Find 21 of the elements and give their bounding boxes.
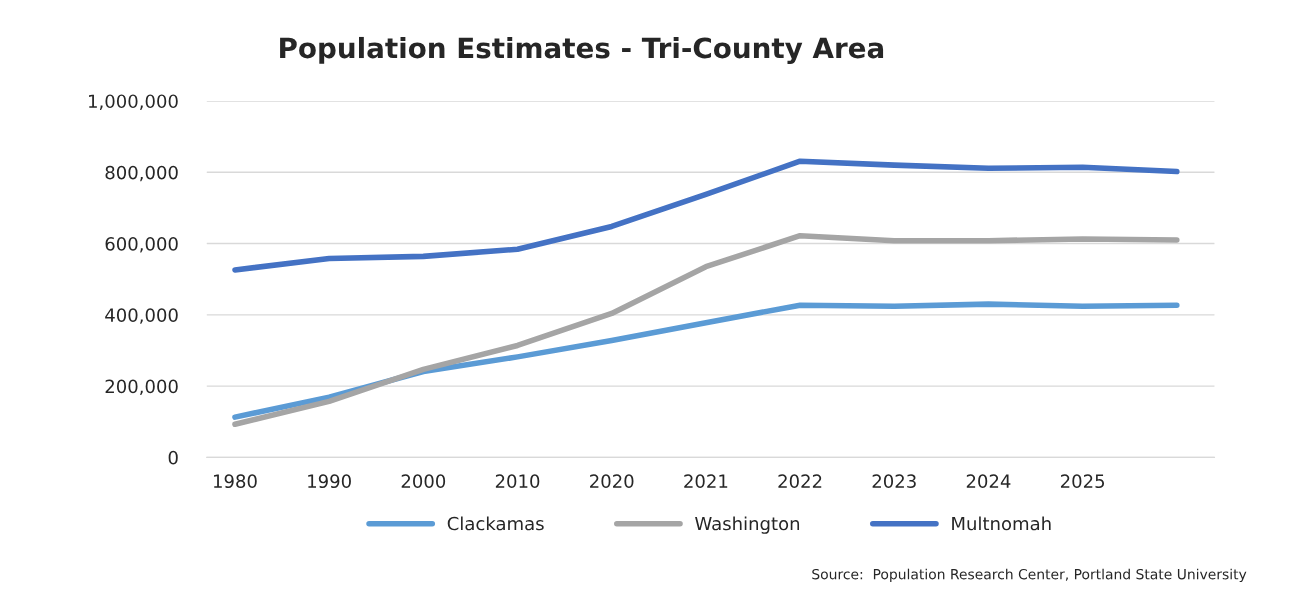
y-tick-label: 800,000 [105, 165, 178, 182]
x-tick-label: 2021 [684, 474, 728, 489]
x-tick-label: 2025 [1060, 474, 1105, 489]
legend-label: Clackamas [447, 516, 544, 531]
chart-title: Population Estimates - Tri-County Area [280, 36, 884, 65]
x-tick-label: 2020 [590, 474, 634, 489]
y-tick-label: 0 [168, 450, 178, 465]
x-tick-label: 2023 [872, 474, 916, 489]
source-note: Source: Population Research Center, Portland State University [812, 568, 1247, 583]
y-tick-label: 200,000 [105, 379, 178, 396]
y-tick-label: 1,000,000 [89, 94, 178, 110]
y-tick-label: 600,000 [105, 237, 178, 253]
x-tick-label: 2000 [401, 474, 446, 489]
legend-label: Multnomah [952, 516, 1051, 531]
x-tick-label: 2024 [966, 474, 1011, 489]
x-tick-label: 1980 [213, 474, 257, 489]
y-tick-label: 400,000 [105, 308, 178, 324]
x-tick-label: 2022 [778, 474, 822, 489]
legend-label: Washington [695, 516, 800, 534]
x-tick-label: 1990 [308, 474, 351, 489]
x-tick-label: 2010 [495, 474, 540, 489]
